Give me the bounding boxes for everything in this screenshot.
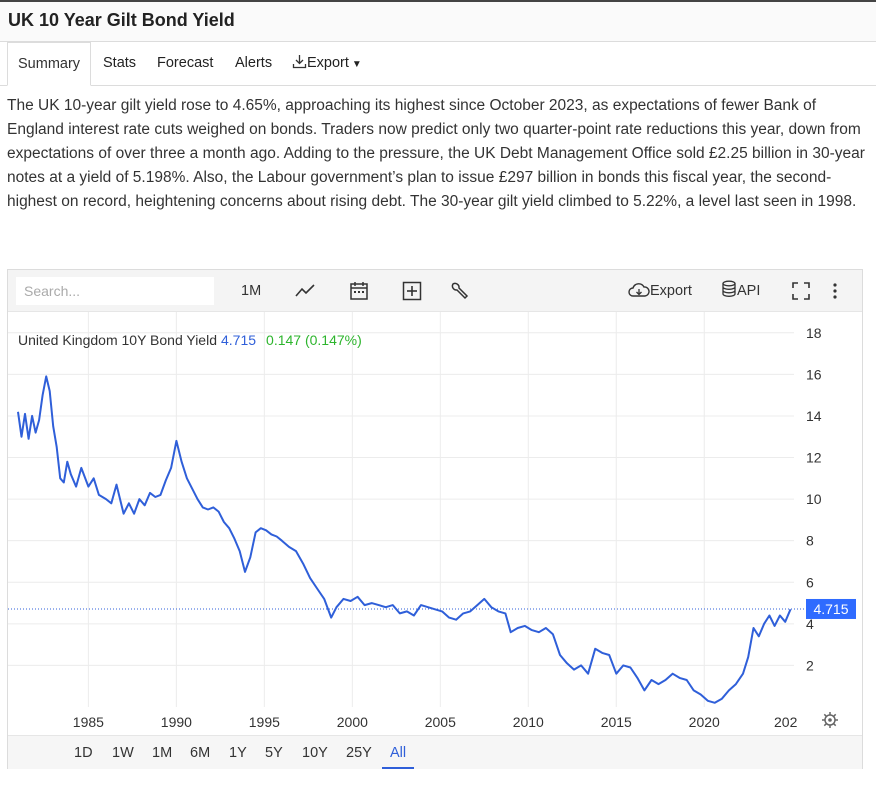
range-1m[interactable]: 1M [152, 745, 173, 761]
legend-series-name: United Kingdom 10Y Bond Yield [18, 332, 217, 348]
plus-box-icon[interactable] [402, 281, 422, 301]
grid [8, 312, 794, 707]
range-all[interactable]: All [382, 736, 415, 769]
export-tab-label: Export [307, 55, 349, 71]
y-tick-label: 12 [806, 450, 822, 466]
interval-button[interactable]: 1M [241, 283, 262, 299]
x-axis: 1985 1990 1995 2000 2005 2010 2015 2020 202 [73, 714, 798, 730]
api-button[interactable]: API [721, 270, 760, 312]
last-value-tag: 4.715 [806, 598, 856, 619]
x-tick-label: 2015 [601, 714, 632, 730]
tab-summary[interactable]: Summary [7, 42, 92, 86]
range-5y[interactable]: 5Y [265, 745, 283, 761]
tab-alerts[interactable]: Alerts [235, 55, 273, 71]
x-tick-label: 1995 [249, 714, 280, 730]
chart-toolbar: 1M Export API [8, 270, 862, 312]
x-tick-label: 1985 [73, 714, 104, 730]
search-input[interactable] [16, 277, 214, 305]
line-chart-icon[interactable] [294, 281, 316, 301]
api-label: API [737, 283, 761, 299]
download-icon [292, 55, 307, 69]
title-bar: UK 10 Year Gilt Bond Yield [0, 0, 876, 42]
tab-bar: Summary Stats Forecast Alerts Export ▼ [0, 42, 876, 86]
y-axis: 2 4 6 8 10 12 14 16 18 [806, 325, 822, 674]
y-tick-label: 10 [806, 491, 822, 507]
y-tick-label: 4 [806, 616, 814, 632]
line-chart[interactable]: 2 4 6 8 10 12 14 16 18 1985 1990 1995 2000 2005 2010 2… [8, 312, 862, 735]
tab-export[interactable]: Export ▼ [292, 42, 362, 86]
x-tick-label: 2000 [337, 714, 368, 730]
chart-panel: 1M Export API [7, 269, 863, 769]
range-25y[interactable]: 25Y [346, 745, 372, 761]
tab-forecast[interactable]: Forecast [157, 55, 214, 71]
x-tick-label: 2010 [513, 714, 544, 730]
settings-gear-icon[interactable] [822, 712, 838, 728]
range-10y[interactable]: 10Y [302, 745, 328, 761]
x-tick-label: 202 [774, 714, 798, 730]
y-tick-label: 8 [806, 533, 814, 549]
tab-stats[interactable]: Stats [103, 55, 137, 71]
x-tick-label: 2005 [425, 714, 456, 730]
database-icon [722, 280, 736, 297]
y-tick-label: 18 [806, 325, 822, 341]
x-tick-label: 2020 [689, 714, 720, 730]
description: The UK 10-year gilt yield rose to 4.65%,… [7, 97, 865, 210]
range-6m[interactable]: 6M [190, 745, 211, 761]
legend-change: 0.147 (0.147%) [266, 332, 362, 348]
wrench-icon[interactable] [449, 281, 469, 301]
more-vertical-icon[interactable] [830, 281, 840, 301]
range-selector: 1D 1W 1M 6M 1Y 5Y 10Y 25Y All [8, 735, 862, 769]
last-value-label: 4.715 [813, 601, 848, 617]
range-1y[interactable]: 1Y [229, 745, 247, 761]
caret-down-icon: ▼ [351, 59, 362, 70]
page-title: UK 10 Year Gilt Bond Yield [8, 10, 235, 30]
range-1d[interactable]: 1D [74, 745, 93, 761]
y-tick-label: 16 [806, 366, 822, 382]
y-tick-label: 6 [806, 574, 814, 590]
legend-value: 4.715 [221, 332, 257, 348]
y-tick-label: 2 [806, 657, 814, 673]
export-label: Export [650, 283, 692, 299]
range-1w[interactable]: 1W [112, 745, 134, 761]
cloud-download-icon [628, 283, 650, 297]
x-tick-label: 1990 [161, 714, 192, 730]
chart-legend: United Kingdom 10Y Bond Yield 4.715 0.147 … [18, 332, 362, 348]
calendar-icon[interactable] [349, 281, 369, 301]
series-line-uk-10y [17, 375, 792, 704]
export-button[interactable]: Export [628, 270, 692, 312]
y-tick-label: 14 [806, 408, 822, 424]
fullscreen-icon[interactable] [791, 281, 811, 301]
